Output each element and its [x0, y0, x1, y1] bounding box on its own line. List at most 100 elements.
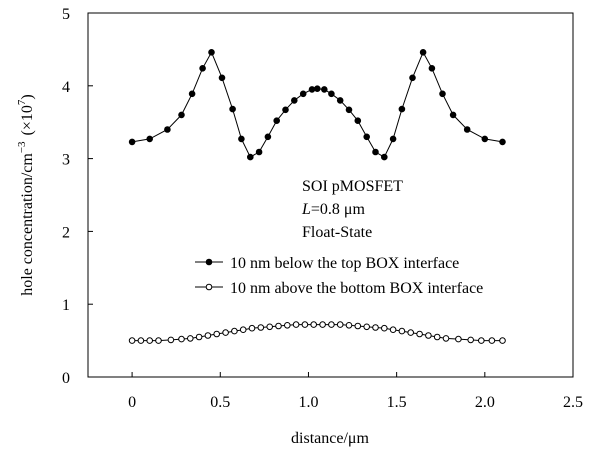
- legend-entry-top: 10 nm below the top BOX interface: [195, 255, 459, 272]
- data-point-top-box: [439, 90, 446, 98]
- data-point-bottom-box: [433, 333, 441, 341]
- data-point-top-box: [199, 65, 206, 72]
- y-tick-label: 1: [62, 297, 70, 314]
- data-point-bottom-box: [416, 330, 423, 338]
- data-point-top-box: [336, 97, 344, 104]
- data-point-top-box: [389, 135, 397, 143]
- data-point-bottom-box: [381, 324, 388, 332]
- data-point-bottom-box: [178, 335, 185, 343]
- series-layer: [128, 49, 506, 344]
- y-tick-label: 5: [62, 6, 70, 23]
- data-point-top-box: [308, 86, 316, 93]
- data-point-bottom-box: [319, 321, 326, 328]
- data-point-bottom-box: [478, 337, 485, 344]
- data-point-top-box: [178, 111, 185, 119]
- y-axis-scale-close: ): [19, 94, 36, 99]
- x-tick-label: 0.5: [210, 394, 230, 411]
- data-point-top-box: [282, 106, 289, 114]
- data-point-top-box: [128, 138, 136, 146]
- y-axis-scale-exponent: 7: [16, 99, 28, 105]
- x-tick-label: 2.0: [475, 394, 495, 411]
- data-point-bottom-box: [328, 321, 335, 328]
- data-point-bottom-box: [284, 322, 291, 329]
- data-point-bottom-box: [398, 327, 406, 335]
- data-point-bottom-box: [275, 322, 282, 330]
- data-point-bottom-box: [213, 330, 220, 338]
- data-point-bottom-box: [467, 336, 475, 344]
- data-point-bottom-box: [389, 326, 397, 334]
- data-point-bottom-box: [146, 337, 153, 344]
- legend: 10 nm below the top BOX interface 10 nm …: [195, 255, 483, 297]
- data-point-top-box: [398, 105, 406, 113]
- data-point-bottom-box: [310, 321, 318, 328]
- data-point-top-box: [218, 74, 226, 82]
- data-point-top-box: [299, 90, 307, 98]
- data-point-top-box: [208, 49, 215, 56]
- y-tick-label: 3: [62, 152, 70, 169]
- data-point-top-box: [188, 90, 196, 98]
- annotation-state: Float-State: [302, 224, 372, 241]
- data-point-bottom-box: [354, 322, 362, 330]
- data-point-bottom-box: [187, 335, 194, 342]
- data-point-top-box: [499, 138, 506, 146]
- data-point-bottom-box: [336, 321, 344, 328]
- data-point-bottom-box: [407, 329, 415, 336]
- legend-marker-filled: [205, 258, 213, 266]
- data-point-top-box: [428, 65, 436, 72]
- data-point-bottom-box: [442, 335, 450, 342]
- data-point-bottom-box: [248, 324, 256, 332]
- data-point-top-box: [164, 126, 171, 133]
- data-point-top-box: [238, 135, 245, 143]
- y-tick-label: 0: [62, 370, 70, 387]
- data-point-top-box: [255, 148, 263, 156]
- data-point-top-box: [381, 153, 388, 161]
- data-point-bottom-box: [301, 321, 309, 328]
- data-point-top-box: [419, 49, 427, 56]
- plot-frame: [87, 12, 574, 378]
- y-axis-label-exponent: −3: [16, 141, 28, 153]
- data-point-top-box: [463, 126, 471, 133]
- data-point-top-box: [264, 133, 272, 141]
- data-point-top-box: [409, 74, 416, 82]
- data-point-top-box: [363, 133, 371, 141]
- x-tick-label: 1.0: [298, 394, 318, 411]
- x-tick-label: 0: [128, 394, 136, 411]
- annotation-block: SOI pMOSFET L=0.8 μm Float-State: [301, 178, 403, 241]
- annotation-length-value: =0.8 μm: [311, 201, 366, 218]
- data-point-bottom-box: [488, 337, 496, 344]
- data-point-bottom-box: [266, 323, 274, 331]
- legend-label-bottom: 10 nm above the bottom BOX interface: [230, 280, 483, 297]
- x-axis-label: distance/μm: [291, 430, 369, 447]
- annotation-length: L=0.8 μm: [301, 201, 366, 218]
- y-tick-label: 2: [62, 224, 70, 241]
- x-axis-ticks: 0 0.5 1.0 1.5 2.0 2.5: [128, 372, 583, 411]
- data-point-top-box: [449, 111, 457, 119]
- data-point-bottom-box: [204, 332, 212, 339]
- data-point-top-box: [291, 97, 298, 104]
- data-point-top-box: [229, 105, 236, 113]
- data-point-top-box: [247, 153, 254, 161]
- x-tick-label: 1.5: [387, 394, 407, 411]
- data-point-bottom-box: [239, 326, 247, 334]
- data-point-bottom-box: [455, 335, 462, 343]
- y-axis-label-text: hole concentration/cm: [19, 153, 36, 296]
- y-axis-scale-open: (×10: [19, 105, 36, 135]
- y-axis-label: hole concentration/cm−3 (×107): [16, 94, 36, 296]
- data-point-bottom-box: [195, 333, 203, 341]
- legend-label-top: 10 nm below the top BOX interface: [230, 255, 459, 272]
- data-point-bottom-box: [499, 337, 506, 344]
- data-point-bottom-box: [167, 336, 175, 344]
- data-point-top-box: [146, 135, 153, 143]
- data-point-bottom-box: [155, 337, 162, 344]
- legend-marker-open: [205, 283, 213, 291]
- data-point-top-box: [345, 106, 353, 114]
- data-point-top-box: [481, 135, 489, 143]
- data-point-bottom-box: [231, 327, 238, 335]
- data-point-bottom-box: [345, 322, 353, 329]
- y-axis-ticks: 0 1 2 3 4 5: [62, 6, 93, 387]
- data-point-top-box: [354, 117, 362, 124]
- x-tick-label: 2.5: [563, 394, 583, 411]
- data-point-bottom-box: [425, 332, 432, 339]
- data-point-top-box: [328, 90, 335, 98]
